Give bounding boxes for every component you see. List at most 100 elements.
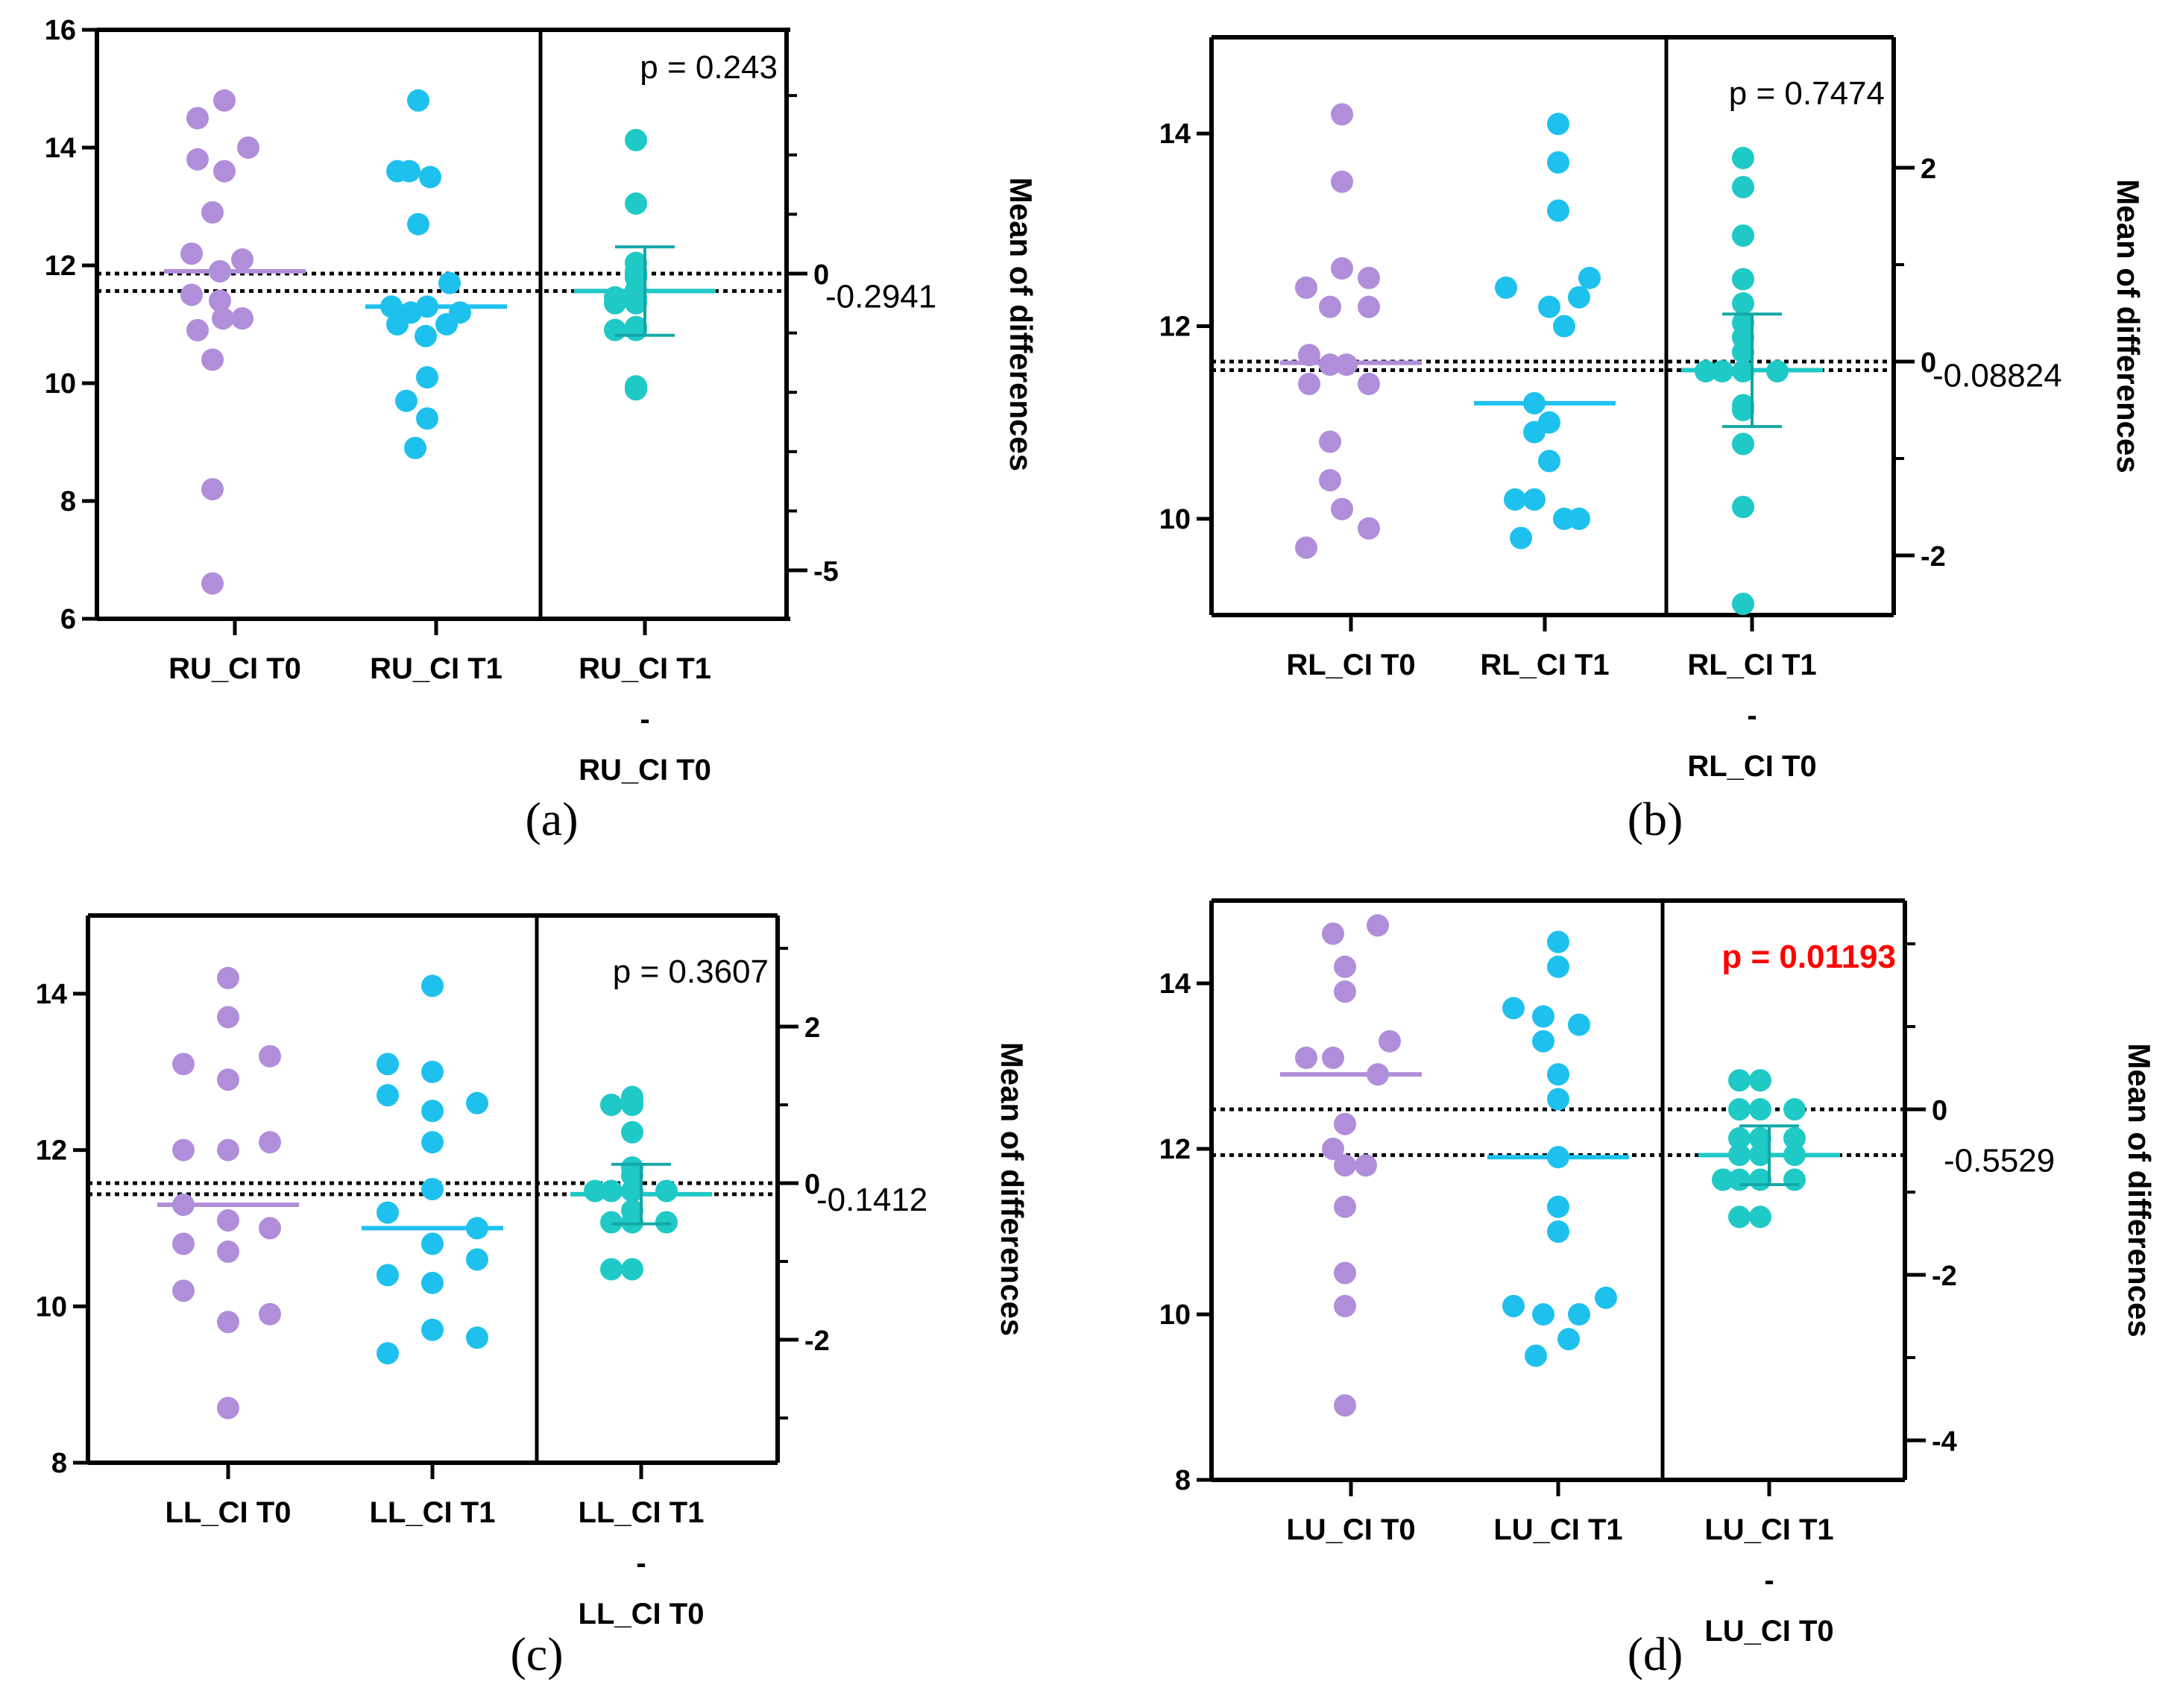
difference-point (1728, 1098, 1751, 1121)
series-t0-point (1322, 1046, 1344, 1069)
panel-label: (d) (1628, 1627, 1683, 1680)
series-t1-point (1578, 266, 1601, 289)
series-t0-point (1334, 1154, 1356, 1177)
series-t1-point (1547, 113, 1569, 136)
difference-point (1749, 1069, 1771, 1092)
difference-point (621, 1211, 643, 1234)
series-t0-point (1358, 373, 1380, 395)
series-t0-point (201, 478, 224, 501)
category-label: LU_CI T0 (1286, 1513, 1415, 1546)
series-t0-point (180, 283, 203, 306)
difference-point (621, 1164, 643, 1187)
category-label: RU_CI T0 (168, 652, 301, 685)
series-t0-point (1355, 1154, 1377, 1177)
p-value-label: p = 0.243 (640, 49, 778, 86)
category-label: LL_CI T0 (166, 1496, 292, 1529)
right-tick-label: 2 (1921, 154, 1936, 185)
series-t1-point (377, 1264, 399, 1287)
series-t0-point (1331, 497, 1353, 520)
series-t0-point (1295, 276, 1317, 299)
category-label: RU_CI T1 (579, 652, 711, 685)
difference-point (1749, 1206, 1771, 1229)
difference-point (1783, 1098, 1806, 1121)
category-label: LL_CI T0 (579, 1598, 705, 1630)
panel-a: 6 8 10 12 14 16 RU_CI T0 RU_CI T1 RU_CI T1 - RU_CI… (45, 15, 1039, 845)
category-label: - (636, 1547, 646, 1580)
right-tick-label: 2 (804, 1012, 820, 1044)
series-t0-point (1319, 295, 1341, 318)
series-t1-point (1547, 1220, 1569, 1243)
series-t0-point (1358, 517, 1380, 540)
category-label: LL_CI T1 (579, 1496, 705, 1529)
series-t0-point (1322, 922, 1344, 945)
series-t0-point (1319, 430, 1341, 453)
series-t1-point (1532, 1303, 1554, 1326)
y-tick-label: 16 (45, 15, 76, 46)
series-t1-point (421, 1131, 444, 1154)
category-label: RL_CI T1 (1687, 649, 1816, 681)
series-t1-point (421, 1271, 444, 1294)
right-axis-title: Mean of differences (995, 1042, 1030, 1336)
category-label: RL_CI T0 (1286, 649, 1415, 681)
series-t0-point (1334, 1195, 1356, 1218)
series-t1-point (1495, 276, 1517, 299)
series-t1-point (377, 1053, 399, 1076)
series-t1-point (398, 160, 420, 183)
y-tick-label: 10 (1159, 504, 1191, 535)
y-tick-label: 12 (36, 1135, 67, 1167)
series-t1-point (377, 1084, 399, 1107)
series-t1-point (1547, 1063, 1569, 1086)
panel-c: 8 10 12 14 LL_CI T0 LL_CI T1 LL_CI T1 - LL_CI T0… (36, 913, 1030, 1680)
series-t0-point (172, 1279, 195, 1302)
series-t0-point (212, 307, 234, 330)
y-tick-label: 12 (1159, 312, 1191, 343)
right-tick-label: 0 (813, 259, 829, 291)
category-label: LL_CI T1 (370, 1496, 496, 1529)
category-label: RU_CI T0 (579, 754, 711, 787)
difference-point (621, 1179, 643, 1203)
category-label: LU_CI T1 (1493, 1513, 1622, 1546)
series-t1-point (377, 1342, 399, 1365)
difference-point (1728, 1126, 1751, 1150)
series-t1-point (1547, 930, 1569, 954)
series-t0-point (217, 1208, 239, 1232)
y-tick-label: 14 (36, 979, 67, 1010)
series-t0-point (1367, 914, 1389, 937)
mean-difference-label: -0.5529 (1944, 1142, 2055, 1179)
series-t1-point (1502, 997, 1525, 1020)
y-tick-label: 10 (45, 368, 76, 400)
right-tick-label: 0 (1932, 1095, 1947, 1126)
series-t1-point (1532, 1030, 1554, 1053)
series-t1-point (421, 1060, 444, 1083)
series-t0-point (1379, 1030, 1401, 1053)
series-t0-point (172, 1138, 195, 1162)
series-t0-point (259, 1131, 281, 1154)
series-t1-point (421, 1232, 444, 1255)
mean-difference-label: -0.1412 (816, 1182, 927, 1218)
series-t0-point (1298, 373, 1320, 395)
series-t1-point (1504, 488, 1526, 511)
series-t0-point (217, 1068, 239, 1091)
series-t0-point (213, 89, 236, 112)
series-t0-point (259, 1217, 281, 1240)
difference-point (600, 1179, 623, 1203)
series-t1-point (1568, 1013, 1590, 1036)
series-t1-point (466, 1248, 488, 1271)
difference-point (1732, 224, 1754, 247)
series-t1-point (1532, 1005, 1554, 1028)
difference-point (625, 378, 647, 401)
y-tick-label: 10 (36, 1291, 67, 1323)
p-value-label: p = 0.01193 (1721, 939, 1896, 975)
series-t0-point (172, 1053, 195, 1076)
difference-point (625, 315, 647, 338)
y-tick-label: 8 (51, 1448, 67, 1479)
series-t1-point (377, 1201, 399, 1224)
mean-difference-label: -0.08824 (1932, 357, 2062, 394)
difference-point (655, 1179, 678, 1203)
series-t0-point (1331, 170, 1353, 193)
series-t0-point (1334, 1261, 1356, 1285)
series-t1-point (1553, 315, 1575, 338)
difference-point (600, 1211, 623, 1234)
difference-point (604, 318, 626, 341)
